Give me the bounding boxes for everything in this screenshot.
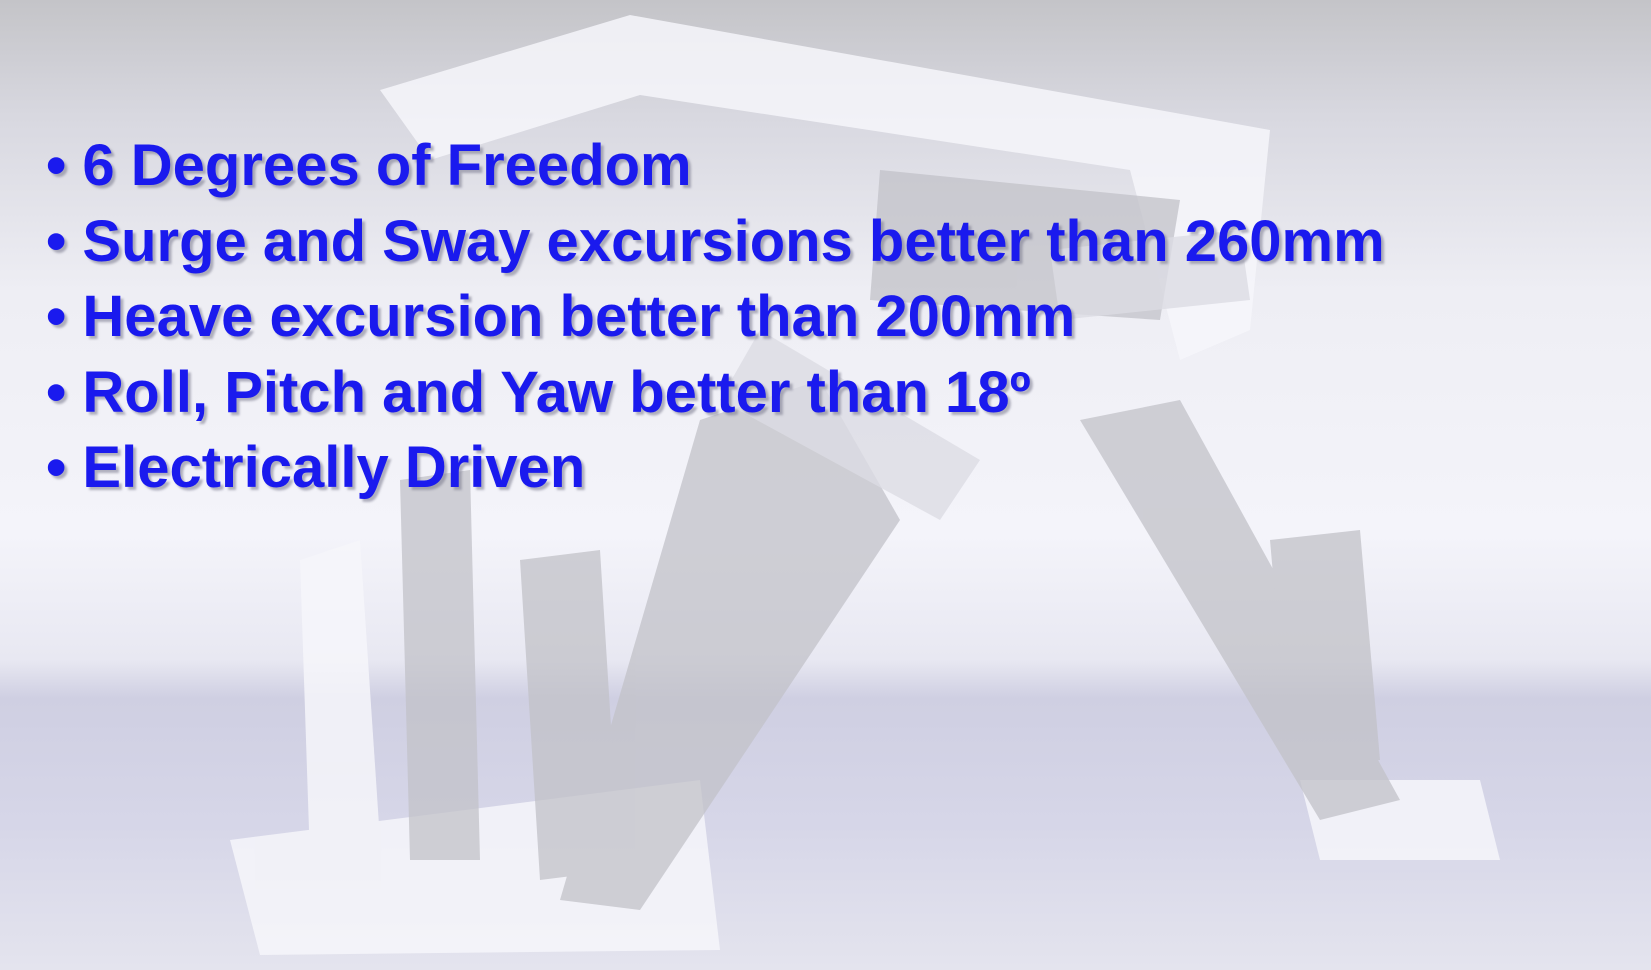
bullet: • Electrically Driven [46,435,586,500]
bullet: • Surge and Sway excursions better than … [46,208,1385,274]
bullet: • Heave excursion better than 200mm [46,284,1076,349]
bullet: • 6 Degrees of Freedom [46,133,692,198]
bullet: • Roll, Pitch and Yaw better than 18º [46,359,1031,425]
bullet-list: • 6 Degrees of Freedom • Surge and Sway … [46,128,1385,506]
